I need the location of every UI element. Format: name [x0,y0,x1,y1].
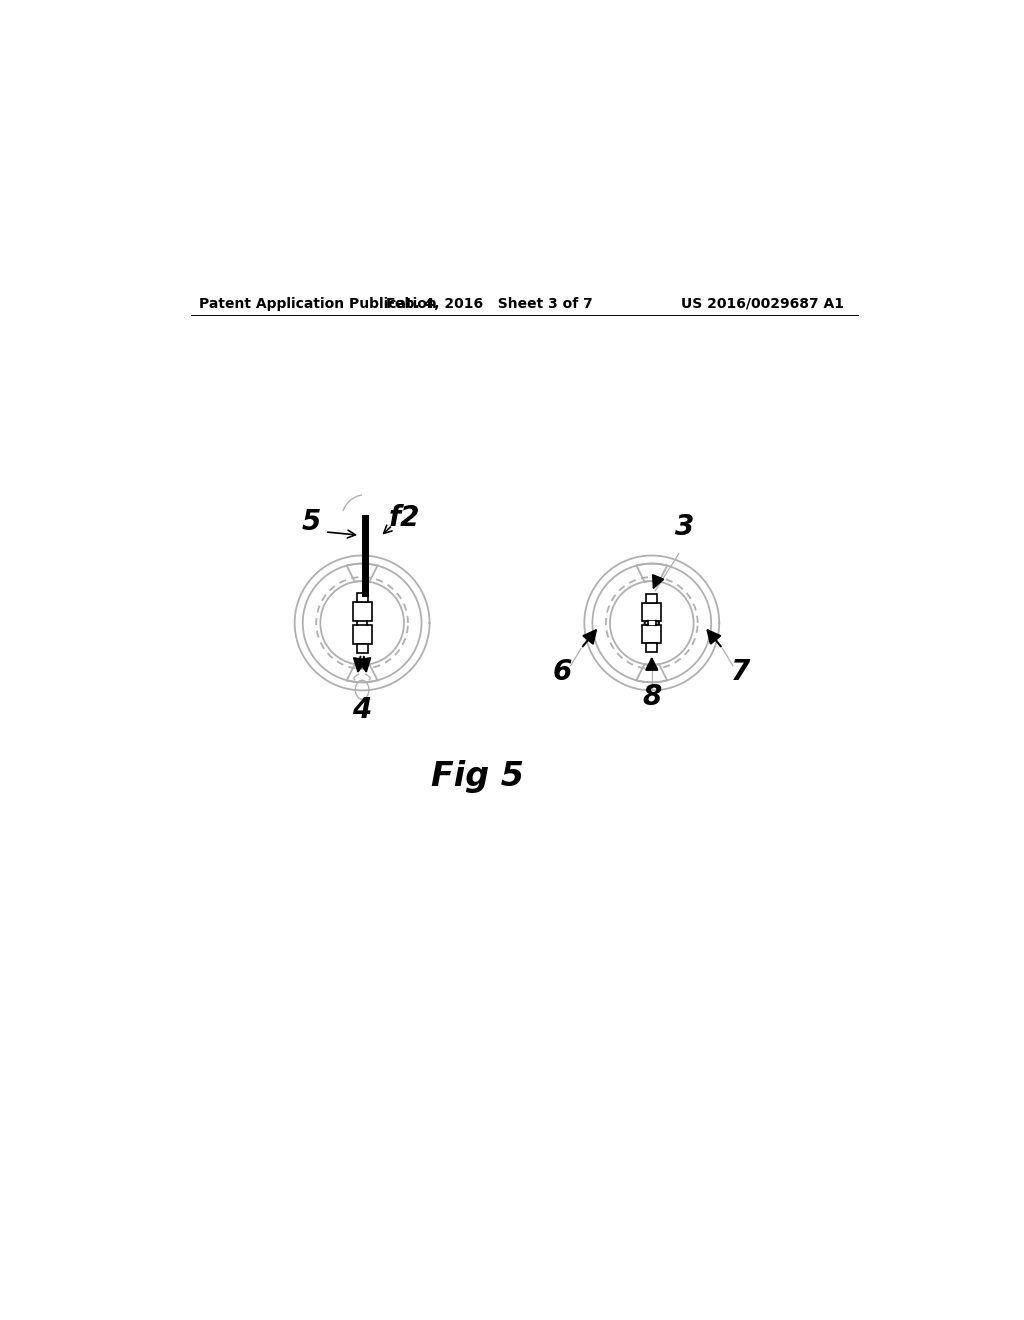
Text: 6: 6 [553,657,572,685]
Bar [648,620,655,626]
Bar [642,603,662,620]
Text: 7: 7 [731,657,751,685]
Bar [646,594,657,603]
Bar [352,602,372,620]
Bar [642,626,662,643]
Text: US 2016/0029687 A1: US 2016/0029687 A1 [681,297,845,312]
Bar [356,644,368,652]
Bar [646,643,657,652]
Text: 8: 8 [642,684,662,711]
Text: Patent Application Publication: Patent Application Publication [200,297,437,312]
Text: 3: 3 [675,513,694,541]
Text: 5: 5 [302,508,322,536]
Bar [352,624,372,644]
Text: 4: 4 [352,696,372,723]
Text: Feb. 4, 2016   Sheet 3 of 7: Feb. 4, 2016 Sheet 3 of 7 [386,297,593,312]
Text: f2: f2 [388,504,420,532]
Text: Fig 5: Fig 5 [431,759,523,792]
Bar [356,593,368,602]
